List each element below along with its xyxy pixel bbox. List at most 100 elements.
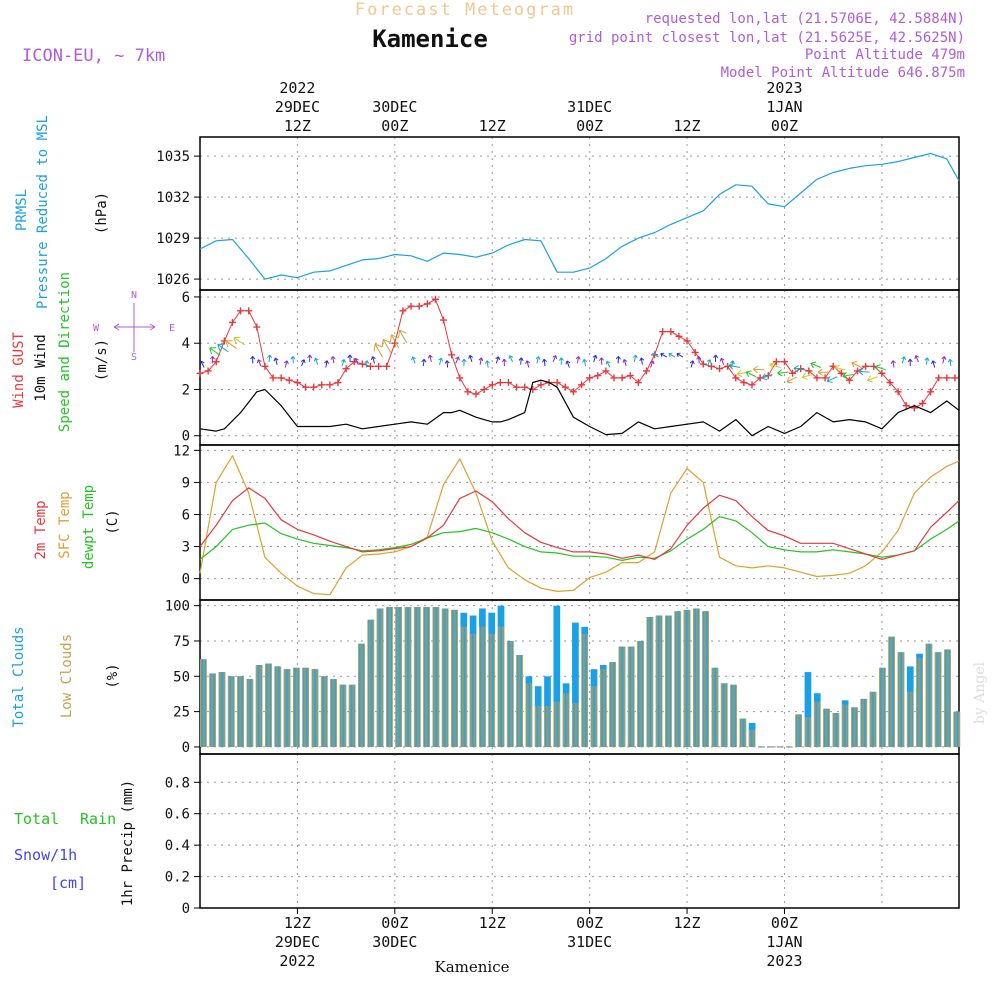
gust-point — [488, 381, 496, 389]
gust-point — [642, 367, 650, 375]
wind-direction-arrow — [907, 358, 913, 367]
wind-direction-arrow — [834, 364, 846, 372]
ytick-label-precip: 0.2 — [165, 870, 190, 886]
wind-direction-arrow — [582, 358, 588, 367]
wind-direction-arrow — [931, 360, 936, 368]
low-cloud-bar — [488, 633, 496, 747]
wind-direction-arrow — [478, 357, 484, 365]
gust-point — [553, 379, 561, 387]
total-clouds-label: Total Clouds — [11, 626, 27, 727]
low-cloud-bar — [534, 705, 542, 747]
cm-label: [cm] — [50, 874, 86, 892]
bottom-time-label: 30DEC — [372, 933, 417, 951]
gust-point — [383, 362, 391, 370]
gust-point — [415, 302, 423, 310]
low-cloud-bar — [692, 608, 700, 747]
wind-direction-arrow — [381, 339, 392, 353]
wind-direction-arrow — [858, 367, 870, 376]
gust-point — [561, 383, 569, 391]
bottom-time-label: 2023 — [766, 952, 802, 970]
wind-direction-arrow — [575, 356, 581, 364]
gust-point — [610, 374, 618, 382]
wind-direction-arrow — [373, 343, 384, 358]
ms-unit-label: (m/s) — [94, 339, 110, 381]
wind-direction-arrow — [761, 373, 773, 381]
low-cloud-bar — [897, 652, 905, 747]
gust-point — [821, 374, 829, 382]
model-altitude: Model Point Altitude 646.875m — [721, 65, 965, 81]
gust-point — [326, 381, 334, 389]
top-time-label: 1JAN — [766, 98, 802, 116]
wind-direction-arrow — [842, 372, 854, 380]
precip-unit-label: 1hr Precip (mm) — [120, 780, 136, 906]
ytick-label-pressure: 1026 — [156, 272, 190, 288]
low-cloud-bar — [218, 672, 226, 747]
low-cloud-bar — [879, 667, 886, 747]
gust-line — [199, 298, 955, 409]
low-cloud-bar — [711, 667, 719, 747]
low-cloud-bar — [934, 652, 942, 747]
wind-direction-arrow — [438, 357, 444, 365]
total-cloud-bar — [572, 622, 579, 747]
wind-direction-arrow — [890, 360, 896, 368]
ytick-label-precip: 0 — [182, 901, 190, 917]
low-cloud-bar — [888, 636, 896, 747]
gust-point — [504, 379, 512, 387]
bottom-time-label: 00Z — [771, 914, 798, 932]
wind-direction-arrow — [777, 369, 789, 377]
ytick-label-temperature: 9 — [182, 475, 190, 491]
gust-point — [699, 360, 707, 368]
wind-direction-arrow — [461, 358, 467, 367]
panels: 10261029103210350246036912025507510000.2… — [156, 136, 961, 917]
bottom-time-label: 29DEC — [275, 933, 320, 951]
gust-point — [886, 379, 894, 387]
gust-point — [366, 362, 374, 370]
low-cloud-bar — [748, 729, 756, 747]
gust-point — [902, 402, 910, 410]
low-cloud-bar — [916, 657, 923, 747]
low-cloud-bar — [283, 669, 291, 747]
gust-point — [318, 381, 326, 389]
gust-point — [375, 362, 383, 370]
low-cloud-bar — [376, 608, 384, 747]
gust-point — [634, 379, 642, 387]
wind-direction-arrow — [632, 354, 638, 363]
panel-frame-precip — [199, 753, 960, 909]
panel-frame-wind — [199, 289, 960, 446]
low-cloud-bar — [944, 649, 951, 747]
gust-point — [407, 302, 415, 310]
gust-point — [740, 379, 748, 387]
gust-point — [496, 379, 504, 387]
low-cloud-bar — [851, 707, 858, 747]
ytick-label-wind: 4 — [182, 336, 190, 352]
bottom-time-label: 2022 — [279, 952, 315, 970]
wind-direction-arrow — [924, 357, 930, 365]
wind-direction-arrow — [518, 357, 524, 365]
total-cloud-bar — [804, 672, 812, 747]
gust-point — [659, 328, 667, 336]
wind-direction-arrow — [225, 340, 237, 349]
total-label: Total — [14, 810, 59, 828]
wind-direction-arrow — [256, 359, 262, 367]
wind-direction-arrow — [283, 360, 289, 368]
wind-direction-arrow — [421, 358, 427, 367]
ytick-label-pressure: 1035 — [156, 149, 190, 165]
wind-direction-arrow — [525, 360, 531, 368]
low-cloud-bar — [441, 608, 449, 747]
wind-direction-arrow — [652, 352, 659, 358]
wind-direction-arrow — [444, 360, 450, 368]
wind-direction-arrow — [468, 354, 473, 363]
wind-direction-arrow — [592, 354, 598, 363]
low-cloud-bar — [246, 679, 254, 747]
low-cloud-bar — [925, 643, 933, 747]
gust-point — [261, 362, 269, 370]
wind-direction-arrow — [535, 356, 541, 364]
wind-direction-arrow — [875, 364, 887, 372]
gust-point — [253, 323, 261, 331]
wind-direction-arrow — [706, 359, 712, 367]
gust-point — [626, 372, 634, 380]
gust-point — [675, 332, 683, 340]
gust-point — [456, 374, 464, 382]
low-cloud-bar — [358, 643, 365, 747]
gust-point — [228, 318, 236, 326]
